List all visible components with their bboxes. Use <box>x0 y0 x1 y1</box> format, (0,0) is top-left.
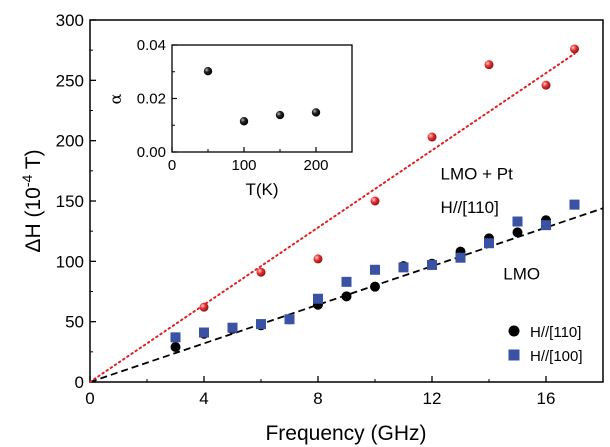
inset-data-points <box>203 67 321 126</box>
inset-y-tick-label: 0.04 <box>137 37 166 54</box>
annotation-label: LMO + Pt <box>441 164 514 183</box>
y-axis-title-main: ΔH (10 <box>22 187 45 252</box>
inset-x-tick-label: 0 <box>168 157 176 174</box>
data-point-series-2 <box>256 267 266 277</box>
data-point-series-1 <box>170 332 181 343</box>
inset-data-point <box>311 108 321 117</box>
x-tick-label: 0 <box>85 389 94 408</box>
data-point-series-2 <box>541 80 551 90</box>
data-point-series-1 <box>284 314 295 325</box>
y-tick-label: 250 <box>56 71 84 90</box>
inset-y-axis-title: α <box>106 93 125 104</box>
data-point-series-2 <box>484 60 494 70</box>
legend-marker-h110 <box>508 325 520 337</box>
legend-label-h100: H//[100] <box>530 348 583 365</box>
data-point-series-0 <box>370 281 380 292</box>
inset-y-tick-label: 0.02 <box>137 91 166 108</box>
data-point-series-1 <box>512 216 523 227</box>
inset-x-axis-title: T(K) <box>245 180 278 199</box>
data-point-series-2 <box>199 302 209 312</box>
annotation-label: LMO <box>503 264 540 283</box>
annotation-label: H//[110] <box>441 198 499 217</box>
y-axis-title: ΔH (10-4 T) <box>19 149 45 252</box>
y-tick-label: 200 <box>56 132 84 151</box>
data-point-series-1 <box>227 322 238 333</box>
data-point-series-1 <box>398 262 409 273</box>
legend: H//[110] H//[100] <box>508 324 583 365</box>
data-point-series-0 <box>170 342 181 353</box>
inset-y-tick-label: 0.00 <box>137 144 166 161</box>
data-point-series-2 <box>570 44 579 54</box>
data-point-series-1 <box>569 199 580 210</box>
data-point-series-1 <box>313 293 323 304</box>
data-point-series-1 <box>541 220 551 231</box>
annotations: LMO + Pt H//[110] LMO <box>441 164 541 283</box>
data-point-series-1 <box>455 252 466 263</box>
inset-x-tick-label: 100 <box>231 157 256 174</box>
inset-x-tick-label: 200 <box>303 157 328 174</box>
legend-marker-h100 <box>508 349 520 361</box>
data-point-series-0 <box>512 227 523 238</box>
y-tick-label: 100 <box>56 252 84 271</box>
data-point-series-0 <box>341 291 352 302</box>
inset-ticks: 0 100 200 0.00 0.02 0.04 <box>137 37 329 174</box>
data-point-series-2 <box>370 196 380 206</box>
data-point-series-2 <box>313 254 323 264</box>
main-ticks: 0 4 8 12 16 0 50 100 150 200 250 300 <box>56 11 556 408</box>
y-tick-label: 150 <box>56 192 84 211</box>
x-tick-label: 12 <box>423 389 442 408</box>
x-tick-label: 4 <box>199 389 208 408</box>
data-point-series-1 <box>256 319 266 330</box>
x-tick-label: 8 <box>313 389 322 408</box>
inset-plot-frame <box>171 44 353 153</box>
data-point-series-2 <box>427 132 437 142</box>
inset-data-point <box>203 67 213 76</box>
data-point-series-1 <box>370 264 380 275</box>
data-point-series-1 <box>341 276 352 287</box>
y-axis-title-unit: T) <box>22 149 45 174</box>
data-point-series-1 <box>199 327 209 338</box>
main-data-points <box>170 44 580 353</box>
y-tick-label: 300 <box>56 11 84 30</box>
y-tick-label: 50 <box>65 313 84 332</box>
inset-data-point <box>239 117 249 126</box>
legend-label-h110: H//[110] <box>530 324 581 341</box>
data-point-series-1 <box>427 259 437 270</box>
x-tick-label: 16 <box>537 389 556 408</box>
y-tick-label: 0 <box>75 373 84 392</box>
x-axis-title: Frequency (GHz) <box>265 422 426 445</box>
data-point-series-1 <box>484 238 494 249</box>
inset-data-point <box>275 110 285 120</box>
y-axis-title-exponent: -4 <box>19 175 35 188</box>
